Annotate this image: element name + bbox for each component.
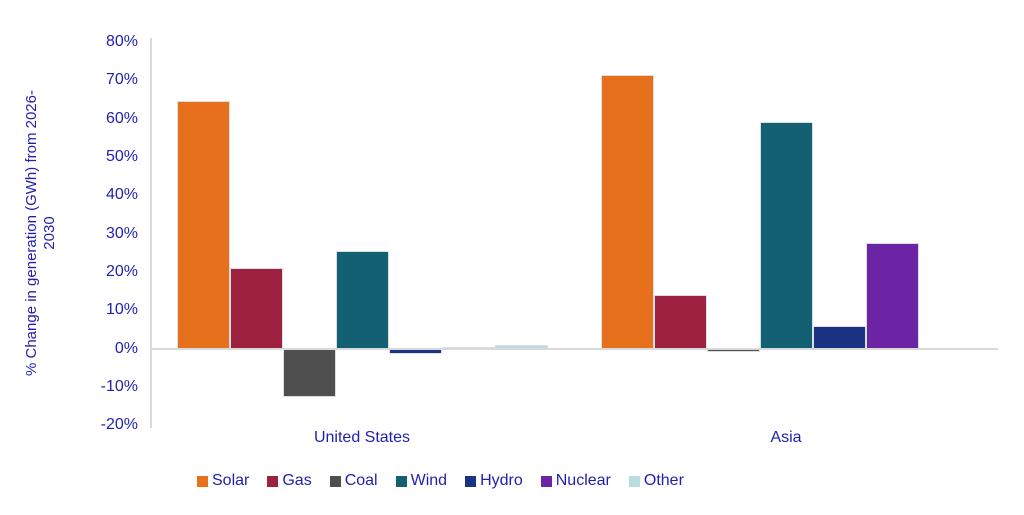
- legend-label: Other: [643, 472, 684, 489]
- zero-baseline: [150, 347, 998, 350]
- category-label-asia: Asia: [770, 429, 802, 446]
- y-tick-label: 60%: [105, 109, 138, 127]
- y-tick-label: 30%: [105, 224, 138, 242]
- legend-label: Coal: [344, 472, 378, 489]
- y-tick-label: 40%: [105, 186, 138, 204]
- legend-label: Solar: [212, 472, 250, 489]
- legend-swatch-gas: [267, 475, 279, 487]
- y-axis-title-line2: 2030: [41, 216, 58, 250]
- legend-item-nuclear: Nuclear: [540, 472, 611, 490]
- y-tick-label: -10%: [100, 377, 138, 395]
- bar-asia-nuclear: [865, 243, 919, 349]
- legend-label: Nuclear: [555, 472, 611, 489]
- y-tick-label: -20%: [100, 416, 138, 434]
- bar-asia-hydro: [812, 325, 866, 349]
- legend-item-hydro: Hydro: [465, 472, 523, 490]
- legend-item-other: Other: [628, 472, 684, 490]
- y-tick-label: 10%: [105, 301, 138, 319]
- bar-united-states-coal: [282, 348, 336, 397]
- category-label-united-states: United States: [313, 429, 411, 446]
- legend-swatch-nuclear: [540, 475, 552, 487]
- legend-swatch-other: [628, 475, 640, 487]
- legend-item-solar: Solar: [197, 472, 249, 490]
- bar-asia-wind: [759, 122, 813, 349]
- y-tick-label: 80%: [105, 33, 138, 50]
- bar-asia-gas: [653, 294, 707, 349]
- bar-united-states-wind: [335, 250, 389, 349]
- legend-label: Gas: [282, 472, 312, 489]
- y-axis-title: % Change in generation (GWh) from 2026- …: [23, 33, 59, 433]
- y-tick-label: 50%: [105, 147, 138, 165]
- legend-swatch-wind: [395, 475, 407, 487]
- bar-asia-solar: [600, 74, 654, 349]
- legend: Solar Gas Coal Wind Hydro Nuclear Other: [197, 472, 684, 490]
- plot-area: United States Asia: [150, 38, 998, 446]
- y-tick-label: 20%: [105, 262, 138, 280]
- legend-item-wind: Wind: [395, 472, 448, 490]
- legend-item-coal: Coal: [329, 472, 378, 490]
- legend-swatch-solar: [197, 475, 208, 487]
- legend-label: Hydro: [480, 472, 523, 489]
- legend-swatch-coal: [329, 475, 341, 487]
- bar-united-states-gas: [229, 268, 283, 349]
- bar-united-states-solar: [176, 101, 230, 349]
- y-tick-label: 70%: [105, 71, 138, 89]
- y-axis-title-line1: % Change in generation (GWh) from 2026-: [23, 90, 40, 376]
- legend-item-gas: Gas: [267, 472, 312, 490]
- y-tick-label: 0%: [114, 339, 138, 357]
- legend-swatch-hydro: [465, 475, 477, 487]
- legend-label: Wind: [410, 472, 448, 489]
- y-axis-line: [150, 38, 152, 428]
